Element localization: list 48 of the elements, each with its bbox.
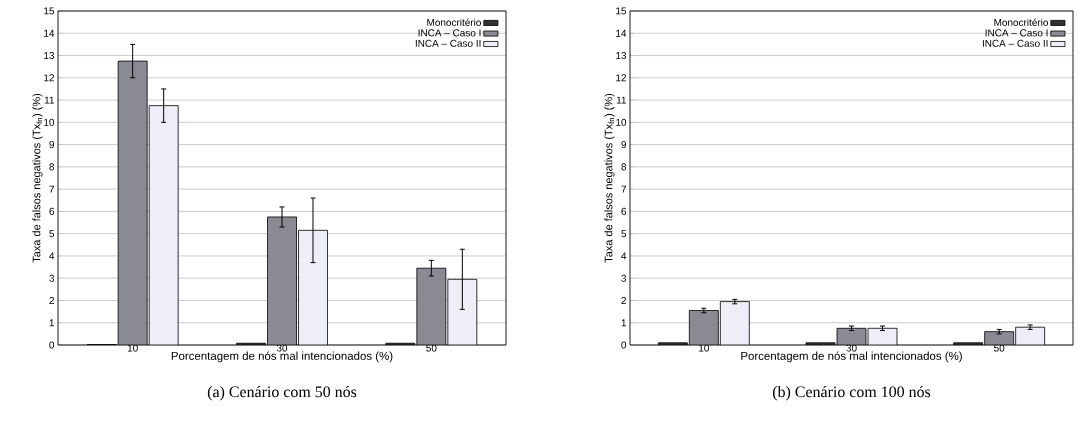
y-tick-label: 1 xyxy=(621,319,627,327)
y-tick-label: 15 xyxy=(44,7,55,15)
y-tick-label: 3 xyxy=(621,274,627,282)
legend-label: INCA – Caso II xyxy=(415,39,481,47)
x-tick-label: 30 xyxy=(276,344,288,352)
legend-label: INCA – Caso I xyxy=(985,29,1048,37)
y-tick-label: 8 xyxy=(49,163,55,171)
y-tick-label: 2 xyxy=(49,296,54,304)
y-tick-label: 0 xyxy=(621,341,627,349)
y-tick-label: 6 xyxy=(49,207,55,215)
text: (b) Cenário com 100 nós xyxy=(772,385,931,401)
y-tick-label: 6 xyxy=(621,207,627,215)
y-tick-label: 12 xyxy=(616,74,626,82)
y-tick-label: 11 xyxy=(616,96,627,104)
x-axis-title: Porcentagem de nós mal intencionados (%) xyxy=(741,351,962,363)
legend-label: INCA – Caso I xyxy=(418,29,481,37)
y-tick-label: 12 xyxy=(44,74,54,82)
y-tick-label: 13 xyxy=(44,52,55,60)
y-tick-label: 5 xyxy=(621,230,627,238)
legend-label: INCA – Caso II xyxy=(982,39,1048,47)
y-tick-label: 4 xyxy=(49,252,55,260)
y-axis-title: Taxa de falsos negativos (Tx$_{fn}$) (%) xyxy=(32,93,43,263)
x-axis-title: Porcentagem de nós mal intencionados (%) xyxy=(171,351,393,363)
y-tick-label: 15 xyxy=(616,7,627,15)
y-tick-label: 10 xyxy=(616,118,627,126)
y-tick-label: 2 xyxy=(621,296,626,304)
x-tick-label: 10 xyxy=(699,344,709,352)
y-tick-label: 7 xyxy=(621,185,626,193)
x-tick-label: 10 xyxy=(127,344,138,352)
y-axis-title: Taxa de falsos negativos (Tx$_{fn}$) (%) xyxy=(604,93,615,263)
legend-label: Monocritério xyxy=(994,18,1049,26)
text: (a) Cenário com 50 nós xyxy=(207,385,357,401)
y-tick-label: 1 xyxy=(49,319,54,327)
y-tick-label: 14 xyxy=(616,29,627,37)
y-tick-label: 3 xyxy=(49,274,55,282)
x-tick-label: 30 xyxy=(846,344,857,352)
y-tick-label: 4 xyxy=(621,252,627,260)
y-tick-label: 9 xyxy=(49,141,55,149)
y-tick-label: 9 xyxy=(621,141,627,149)
y-tick-label: 10 xyxy=(44,118,55,126)
y-tick-label: 7 xyxy=(49,185,54,193)
y-tick-label: 14 xyxy=(44,29,55,37)
legend-label: Monocritério xyxy=(427,18,481,26)
y-tick-label: 0 xyxy=(49,341,55,349)
y-tick-label: 13 xyxy=(616,52,627,60)
y-tick-label: 11 xyxy=(44,96,54,104)
y-tick-label: 8 xyxy=(621,163,627,171)
y-tick-label: 5 xyxy=(49,230,55,238)
